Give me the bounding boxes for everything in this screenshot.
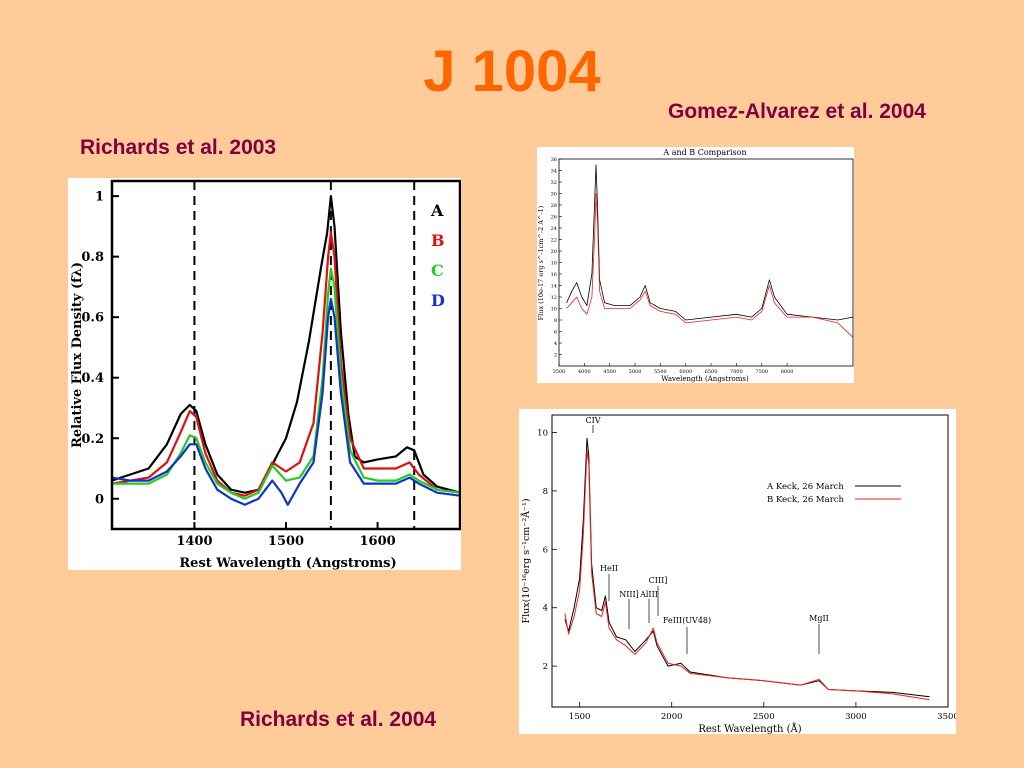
chart-gomez-alvarez: A and B Comparison 3500 4000 4500 5000 5500 6… (537, 148, 854, 383)
chart-panel-richards-2003: 1400 1500 1600 0 0.2 0.4 0.6 0.8 1 Rest Waveleng… (68, 178, 462, 571)
slide-title: J 1004 (423, 39, 601, 104)
x-tick-label: 6500 (705, 369, 718, 375)
x-tick-label: 1500 (569, 712, 591, 722)
plot-frame (558, 158, 854, 367)
x-tick-label: 7000 (730, 369, 743, 375)
series-line-b (111, 231, 461, 497)
y-tick-label: 34 (551, 168, 557, 174)
line-label-civ: CIV (585, 416, 600, 425)
line-label-mgii: MgII (809, 614, 829, 623)
y-axis-label: Flux (10e-17 erg s^-1cm^-2 A^-1) (537, 205, 545, 320)
y-tick-label: 18 (551, 260, 557, 266)
caption-gomez-alvarez-2004: Gomez-Alvarez et al. 2004 (668, 100, 926, 123)
y-tick-label: 0.4 (81, 371, 104, 386)
caption-richards-2003: Richards et al. 2003 (80, 136, 277, 159)
series-line-a (111, 195, 461, 494)
y-tick-label: 14 (551, 283, 557, 289)
series-line-b (564, 449, 930, 701)
legend-label-a: A (430, 201, 444, 220)
y-tick-label: 8 (554, 318, 557, 324)
series-line-d (111, 297, 461, 506)
chart-richards-2003: 1400 1500 1600 0 0.2 0.4 0.6 0.8 1 Rest Waveleng… (70, 179, 462, 571)
x-tick-label: 3000 (845, 712, 867, 722)
series-line-c (112, 267, 461, 500)
x-tick-label: 1600 (359, 534, 395, 549)
y-tick-label: 12 (551, 295, 557, 301)
chart-panel-richards-2004: 1500 2000 2500 3000 3500 2 4 6 8 10 Rest Waveleng… (519, 409, 959, 735)
y-tick-label: 30 (551, 191, 557, 197)
y-tick-label: 26 (551, 214, 557, 220)
y-tick-label: 10 (551, 306, 557, 312)
chart-title: A and B Comparison (662, 148, 746, 157)
y-tick-label: 2 (543, 662, 548, 672)
y-tick-label: 32 (551, 180, 557, 186)
line-label-ciii: CIII] (649, 576, 668, 585)
y-tick-label: 4 (543, 604, 548, 614)
legend-label-d: D (431, 291, 445, 310)
series-line-a (566, 164, 854, 321)
x-axis-label: Wavelength (Angstroms) (661, 375, 749, 383)
x-tick-label: 3500 (553, 369, 566, 375)
y-tick-label: 36 (551, 157, 557, 163)
x-tick-label: 2500 (753, 712, 775, 722)
x-tick-label: 7500 (755, 369, 768, 375)
plot-frame (551, 414, 949, 708)
y-tick-label: 10 (537, 428, 548, 438)
y-tick-label: 20 (551, 249, 557, 255)
y-tick-label: 1 (95, 190, 104, 205)
legend-label-b: B Keck, 26 March (767, 495, 845, 505)
x-tick-label: 2000 (661, 712, 683, 722)
line-label-niii: NIII] (619, 590, 639, 599)
y-tick-label: 0 (95, 492, 104, 507)
series-line-a (564, 437, 930, 698)
chart-richards-2004: 1500 2000 2500 3000 3500 2 4 6 8 10 Rest Waveleng… (520, 414, 959, 735)
y-tick-label: 22 (551, 237, 557, 243)
y-tick-label: 28 (551, 203, 557, 209)
x-axis-label: Rest Wavelength (Angstroms) (179, 556, 396, 570)
y-tick-label: 6 (554, 329, 557, 335)
y-tick-label: 8 (543, 487, 548, 497)
y-tick-label: 4 (554, 341, 557, 347)
series-line-b (566, 193, 854, 338)
legend-label-b: B (431, 231, 445, 250)
legend-label-c: C (431, 261, 444, 280)
x-tick-label: 5000 (629, 369, 642, 375)
line-label-feiii: FeIII(UV48) (663, 616, 711, 625)
x-tick-label: 6000 (679, 369, 692, 375)
x-tick-label: 8000 (781, 369, 794, 375)
caption-richards-2004: Richards et al. 2004 (240, 708, 437, 731)
x-axis-label: Rest Wavelength (Å) (698, 723, 801, 734)
x-tick-label: 3500 (937, 712, 956, 722)
y-tick-label: 0.2 (81, 432, 104, 447)
y-tick-label: 2 (554, 352, 557, 358)
x-tick-label: 4500 (603, 369, 616, 375)
y-tick-label: 0.8 (81, 250, 104, 265)
y-axis-label: Relative Flux Density (fλ) (70, 262, 85, 448)
y-tick-label: 6 (543, 545, 548, 555)
chart-panel-gomez-alvarez: A and B Comparison 3500 4000 4500 5000 5500 6… (537, 147, 854, 383)
y-tick-label: 16 (551, 272, 557, 278)
y-tick-label: 0.6 (81, 311, 104, 326)
legend-label-a: A Keck, 26 March (766, 482, 844, 492)
x-tick-label: 1400 (176, 534, 212, 549)
plot-frame (110, 179, 462, 531)
y-axis-label: Flux(10⁻¹⁶erg s⁻¹cm⁻²Å⁻¹) (520, 498, 532, 623)
x-tick-label: 4000 (578, 369, 591, 375)
x-tick-label: 5500 (654, 369, 667, 375)
line-label-heii: HeII (600, 564, 618, 573)
line-label-aliii: AlIII (639, 590, 658, 599)
y-tick-label: 24 (551, 226, 557, 232)
x-tick-label: 1500 (268, 534, 304, 549)
